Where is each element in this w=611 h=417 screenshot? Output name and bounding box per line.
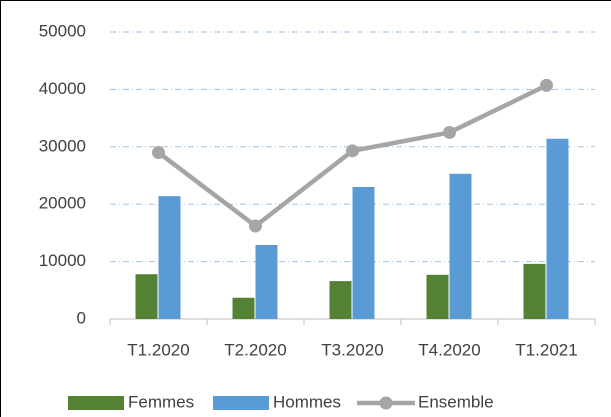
y-tick-label: 10000 <box>39 251 86 270</box>
x-tick-label: T3.2020 <box>321 340 383 359</box>
bar <box>329 281 352 319</box>
line-marker <box>540 78 553 92</box>
bar <box>523 263 546 319</box>
y-tick-label: 20000 <box>39 194 86 213</box>
legend-label: Ensemble <box>418 392 494 411</box>
line-marker <box>249 219 262 233</box>
y-tick-label: 50000 <box>39 21 86 40</box>
y-tick-label: 40000 <box>39 79 86 98</box>
legend-swatch <box>68 396 124 410</box>
legend-swatch <box>213 396 269 410</box>
y-tick-label: 0 <box>77 308 86 327</box>
legend-swatch-marker <box>379 396 393 410</box>
x-tick-label: T2.2020 <box>224 340 286 359</box>
bar <box>352 186 375 319</box>
bar <box>232 297 255 319</box>
bar <box>255 244 278 319</box>
line-marker <box>152 146 165 160</box>
legend-label: Femmes <box>128 392 194 411</box>
bar <box>546 138 569 319</box>
x-tick-label: T1.2021 <box>515 340 577 359</box>
y-tick-label: 30000 <box>39 136 86 155</box>
x-tick-label: T1.2020 <box>127 340 189 359</box>
legend-label: Hommes <box>273 392 341 411</box>
bar <box>449 173 472 319</box>
line-marker <box>346 144 359 158</box>
bar <box>158 196 181 319</box>
bar <box>426 274 449 319</box>
bar <box>135 274 158 319</box>
line-marker <box>443 125 456 139</box>
x-tick-label: T4.2020 <box>418 340 480 359</box>
